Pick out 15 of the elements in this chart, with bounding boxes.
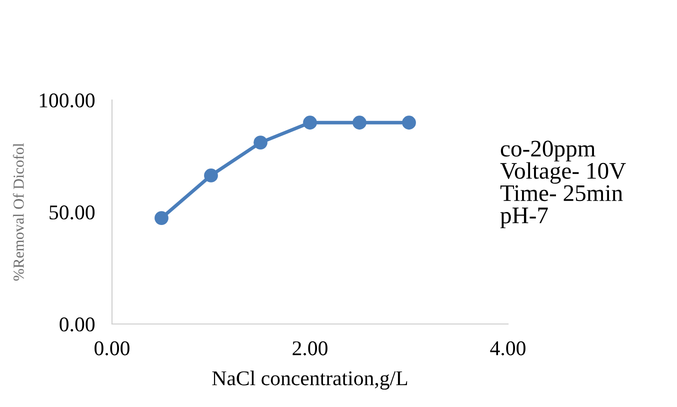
y-tick-label: 100.00: [40, 93, 95, 108]
y-tick-label: 0.00: [60, 317, 95, 332]
x-axis-title: NaCl concentration,g/L: [212, 370, 408, 390]
point: [402, 116, 416, 130]
x-tick-label: 4.00: [490, 341, 526, 356]
point: [254, 136, 268, 150]
point: [303, 116, 317, 130]
point: [204, 168, 218, 182]
point: [154, 211, 168, 225]
y-tick-label: 50.00: [50, 205, 95, 220]
annotation: co-20ppm Voltage- 10V Time- 25min pH-7: [500, 140, 626, 228]
x-tick-label: 2.00: [292, 341, 328, 356]
point: [352, 116, 366, 130]
x-tick-label: 0.00: [94, 341, 130, 356]
y-axis-title: %Removal Of Dicofol: [12, 143, 24, 281]
